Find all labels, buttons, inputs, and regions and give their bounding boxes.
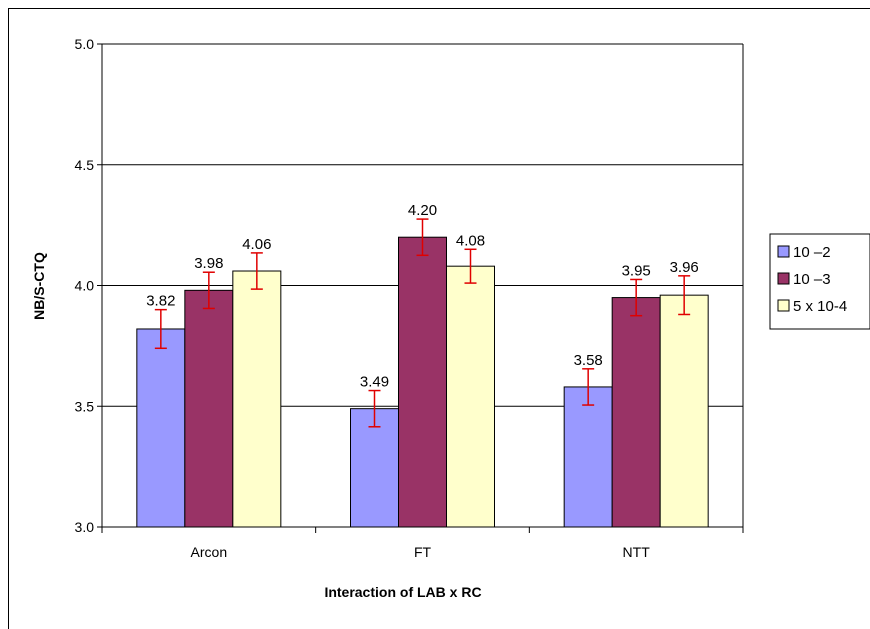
y-tick-label: 5.0 <box>75 36 95 52</box>
legend-swatch <box>777 299 790 312</box>
legend-swatch <box>777 272 790 285</box>
bar <box>563 386 613 528</box>
bar <box>398 236 447 528</box>
error-bars <box>154 218 691 428</box>
bar <box>232 270 282 528</box>
bar <box>184 289 234 528</box>
bar <box>659 294 709 528</box>
data-label: 4.06 <box>242 236 271 253</box>
data-labels: 3.82 3.49 3.58 3.98 4.20 3.95 4.06 4.08 3.96 <box>146 202 699 390</box>
y-tick-label: 3.0 <box>75 519 95 535</box>
legend-label: 10 –2 <box>793 244 831 261</box>
bar <box>136 328 186 528</box>
x-category-label: FT <box>414 544 432 560</box>
y-tick-label: 4.0 <box>75 278 95 294</box>
bar <box>446 265 495 528</box>
y-tick-label: 4.5 <box>75 157 95 173</box>
data-label: 4.08 <box>456 232 485 249</box>
data-label: 3.58 <box>574 352 603 369</box>
data-label: 4.20 <box>408 202 437 219</box>
bar <box>350 408 399 528</box>
data-label: 3.95 <box>622 262 651 279</box>
y-tick-label: 3.5 <box>75 398 95 414</box>
legend: 10 –2 10 –3 5 x 10-4 <box>769 233 870 330</box>
data-label: 3.96 <box>670 259 699 276</box>
axes: 3.0 3.5 4.0 4.5 5.0 Arcon FT NTT <box>75 36 744 560</box>
data-label: 3.82 <box>146 293 175 310</box>
legend-swatch <box>777 245 790 258</box>
bar <box>611 297 661 528</box>
bars <box>136 236 709 528</box>
x-axis-title: Interaction of LAB x RC <box>324 584 481 600</box>
x-category-label: NTT <box>623 544 651 560</box>
x-category-label: Arcon <box>191 544 228 560</box>
data-label: 3.98 <box>194 255 223 272</box>
legend-label: 10 –3 <box>793 271 831 288</box>
data-label: 3.49 <box>360 374 389 391</box>
legend-label: 5 x 10-4 <box>793 298 847 315</box>
y-axis-title: NB/S-CTQ <box>31 252 47 320</box>
chart-frame <box>8 8 870 629</box>
